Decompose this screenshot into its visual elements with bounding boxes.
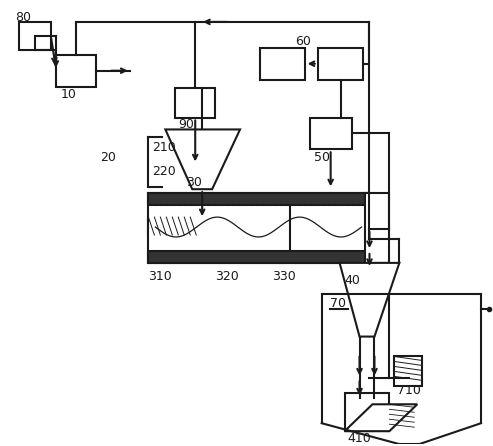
- Text: 50: 50: [314, 151, 330, 164]
- Bar: [56, 55, 96, 87]
- Bar: [148, 217, 198, 235]
- Text: 220: 220: [152, 165, 176, 178]
- Text: 90: 90: [178, 118, 194, 131]
- Text: 310: 310: [148, 270, 172, 283]
- Bar: [345, 393, 389, 431]
- Polygon shape: [340, 263, 399, 337]
- Text: 410: 410: [348, 432, 371, 445]
- Bar: [176, 87, 215, 117]
- Text: 10: 10: [61, 88, 76, 101]
- Text: 70: 70: [330, 297, 346, 310]
- Text: 330: 330: [272, 270, 296, 283]
- Text: 210: 210: [152, 141, 176, 154]
- Bar: [148, 193, 369, 263]
- Bar: [148, 251, 369, 263]
- Bar: [148, 193, 369, 205]
- Bar: [394, 356, 423, 386]
- Text: 20: 20: [101, 151, 116, 164]
- Bar: [310, 117, 352, 149]
- Polygon shape: [345, 404, 417, 431]
- Text: 80: 80: [15, 12, 31, 25]
- Text: 30: 30: [186, 176, 202, 189]
- Bar: [19, 22, 51, 50]
- Text: 60: 60: [295, 35, 311, 48]
- Text: 40: 40: [345, 274, 360, 287]
- Text: 320: 320: [215, 270, 239, 283]
- Bar: [260, 48, 305, 80]
- Bar: [317, 48, 362, 80]
- Polygon shape: [165, 129, 240, 189]
- Bar: [364, 193, 389, 263]
- Text: 710: 710: [397, 384, 421, 397]
